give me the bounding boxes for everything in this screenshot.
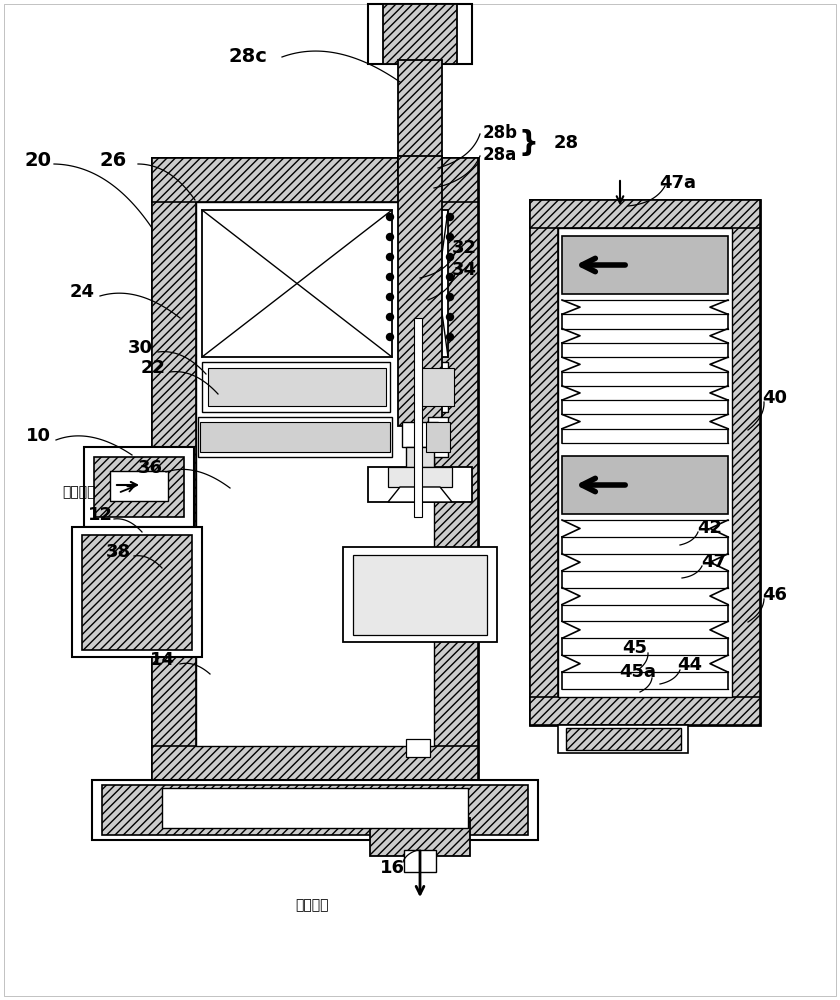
Bar: [162, 788, 468, 828]
Circle shape: [386, 233, 393, 240]
Bar: [404, 850, 436, 872]
Bar: [422, 368, 454, 406]
Text: 47a: 47a: [659, 174, 696, 192]
Bar: [530, 200, 760, 725]
Polygon shape: [152, 746, 478, 790]
Text: 24: 24: [70, 283, 95, 301]
Bar: [428, 210, 448, 357]
Bar: [383, 4, 457, 64]
Text: 流体流入: 流体流入: [62, 485, 96, 499]
Bar: [414, 318, 422, 517]
Text: 45: 45: [622, 639, 648, 657]
Text: 28c: 28c: [228, 46, 267, 66]
Circle shape: [386, 314, 393, 320]
Circle shape: [386, 273, 393, 280]
Text: 36: 36: [138, 459, 162, 477]
Circle shape: [447, 273, 454, 280]
Bar: [84, 447, 194, 527]
Text: 44: 44: [678, 656, 702, 674]
Circle shape: [386, 214, 393, 221]
Text: 28b: 28b: [483, 124, 518, 142]
Bar: [368, 4, 472, 64]
Polygon shape: [732, 200, 760, 725]
Text: 28a: 28a: [483, 146, 517, 164]
Text: 46: 46: [763, 586, 788, 604]
Circle shape: [447, 334, 454, 340]
Bar: [400, 790, 440, 855]
Bar: [208, 368, 386, 406]
Bar: [196, 202, 434, 746]
Circle shape: [447, 253, 454, 260]
Text: 26: 26: [99, 150, 127, 169]
Bar: [94, 457, 184, 517]
Polygon shape: [530, 200, 760, 228]
Circle shape: [386, 294, 393, 300]
Bar: [558, 228, 732, 697]
Bar: [110, 471, 168, 501]
Text: 10: 10: [25, 427, 50, 445]
Polygon shape: [530, 697, 760, 725]
Text: 16: 16: [380, 859, 405, 877]
Bar: [402, 422, 438, 447]
Bar: [562, 236, 728, 294]
Bar: [200, 422, 390, 452]
Bar: [566, 728, 681, 750]
Circle shape: [447, 314, 454, 320]
Circle shape: [386, 334, 393, 340]
Bar: [102, 785, 528, 835]
Polygon shape: [388, 487, 452, 502]
Text: 30: 30: [128, 339, 153, 357]
Circle shape: [386, 253, 393, 260]
Text: }: }: [518, 129, 538, 157]
Bar: [202, 362, 390, 412]
Bar: [370, 818, 470, 856]
Bar: [92, 780, 538, 840]
Bar: [368, 467, 472, 502]
Bar: [426, 422, 450, 452]
Bar: [406, 739, 430, 757]
Bar: [152, 158, 478, 790]
Bar: [398, 156, 442, 426]
Bar: [198, 417, 392, 457]
Text: 流体流出: 流体流出: [295, 898, 328, 912]
Circle shape: [447, 214, 454, 221]
Polygon shape: [434, 158, 478, 790]
Text: 47: 47: [701, 553, 727, 571]
Circle shape: [447, 294, 454, 300]
Bar: [353, 555, 487, 635]
Text: 45a: 45a: [620, 663, 657, 681]
Polygon shape: [152, 158, 478, 202]
Text: 38: 38: [106, 543, 130, 561]
Text: 40: 40: [763, 389, 788, 407]
Circle shape: [447, 233, 454, 240]
Text: 42: 42: [697, 519, 722, 537]
Bar: [202, 210, 392, 357]
Text: 32: 32: [452, 239, 476, 257]
Bar: [558, 725, 688, 753]
Bar: [406, 447, 434, 467]
Bar: [343, 547, 497, 642]
Text: 34: 34: [452, 261, 476, 279]
Text: 22: 22: [140, 359, 165, 377]
Polygon shape: [530, 200, 558, 725]
Text: 12: 12: [87, 506, 113, 524]
Bar: [426, 362, 448, 412]
Bar: [428, 417, 448, 457]
Bar: [72, 527, 202, 657]
Bar: [82, 535, 192, 650]
Text: 20: 20: [24, 150, 51, 169]
Text: 28: 28: [554, 134, 579, 152]
Bar: [388, 467, 452, 487]
Bar: [398, 60, 442, 175]
Polygon shape: [152, 158, 196, 790]
Bar: [562, 456, 728, 514]
Text: 14: 14: [150, 651, 175, 669]
